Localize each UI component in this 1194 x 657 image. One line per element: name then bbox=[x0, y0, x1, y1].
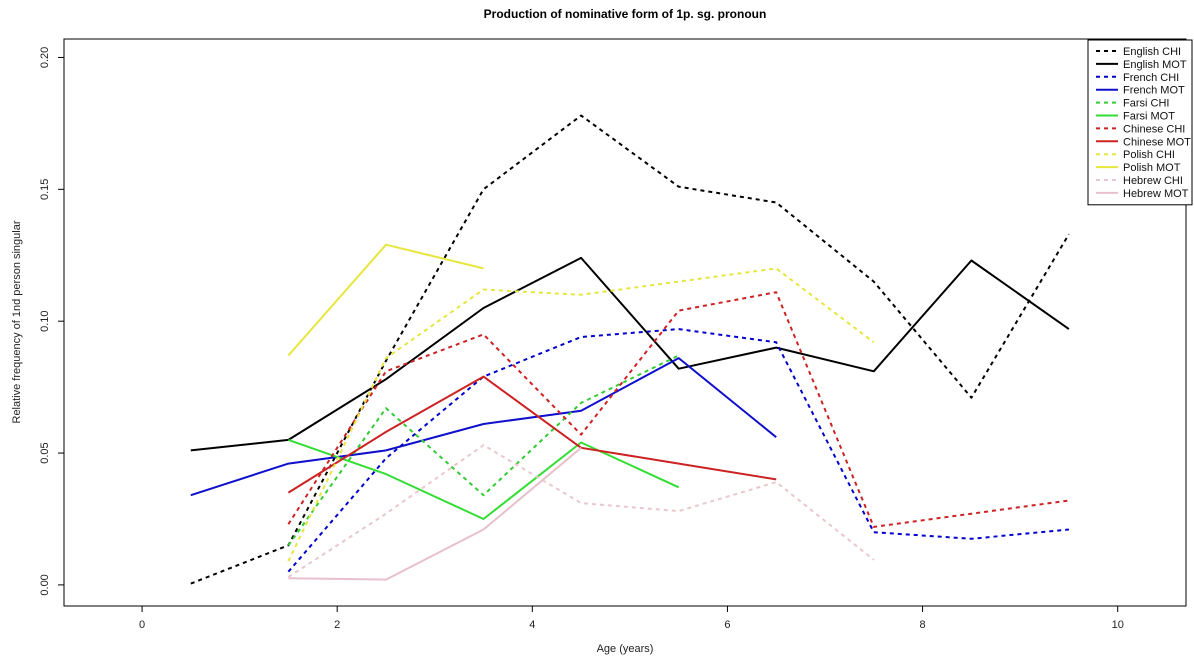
legend-label: Chinese CHI bbox=[1123, 123, 1185, 135]
series-line-farsi-chi bbox=[287, 354, 680, 546]
plot-frame bbox=[63, 38, 1187, 607]
x-tick-label: 0 bbox=[139, 619, 145, 631]
legend-label: English MOT bbox=[1123, 59, 1187, 71]
series-line-chinese-chi bbox=[287, 291, 1070, 528]
x-tick-label: 8 bbox=[920, 619, 926, 631]
y-axis: 0.00 0.05 0.10 0.15 0.20 bbox=[39, 47, 65, 596]
series-line-english-chi bbox=[190, 114, 1070, 585]
legend-label: Polish CHI bbox=[1123, 149, 1175, 161]
y-axis-title: Relative frequency of 1nd person singula… bbox=[11, 220, 23, 423]
x-axis: 0 2 4 6 8 10 bbox=[139, 605, 1124, 631]
legend-label: Farsi CHI bbox=[1123, 98, 1169, 110]
legend-label: Polish MOT bbox=[1123, 162, 1181, 174]
series-line-french-mot bbox=[190, 357, 777, 497]
x-tick-label: 10 bbox=[1112, 619, 1124, 631]
legend-label: English CHI bbox=[1123, 46, 1181, 58]
y-tick-label: 0.10 bbox=[39, 310, 51, 331]
legend-label: Farsi MOT bbox=[1123, 111, 1175, 123]
series-line-hebrew-chi bbox=[287, 444, 875, 578]
y-tick-label: 0.05 bbox=[39, 442, 51, 463]
legend-label: Hebrew MOT bbox=[1123, 188, 1189, 200]
legend-label: Hebrew CHI bbox=[1123, 175, 1183, 187]
y-tick-label: 0.15 bbox=[39, 179, 51, 200]
chart-title: Production of nominative form of 1p. sg.… bbox=[484, 7, 767, 21]
series-line-english-mot bbox=[190, 256, 1070, 452]
series-layer bbox=[190, 114, 1070, 585]
x-tick-label: 6 bbox=[724, 619, 730, 631]
series-line-polish-mot bbox=[287, 243, 484, 357]
x-tick-label: 4 bbox=[529, 619, 535, 631]
legend-label: Chinese MOT bbox=[1123, 136, 1191, 148]
series-line-chinese-mot bbox=[287, 375, 777, 494]
x-axis-title: Age (years) bbox=[597, 643, 654, 655]
legend-label: French CHI bbox=[1123, 72, 1179, 84]
series-line-polish-chi bbox=[287, 267, 875, 562]
legend-label: French MOT bbox=[1123, 85, 1185, 97]
series-line-farsi-mot bbox=[288, 438, 680, 520]
y-tick-label: 0.20 bbox=[39, 47, 51, 68]
series-line-hebrew-mot bbox=[288, 447, 582, 581]
legend-box bbox=[1087, 39, 1193, 206]
series-line-french-chi bbox=[287, 328, 1069, 573]
y-tick-label: 0.00 bbox=[39, 574, 51, 595]
x-tick-label: 2 bbox=[334, 619, 340, 631]
